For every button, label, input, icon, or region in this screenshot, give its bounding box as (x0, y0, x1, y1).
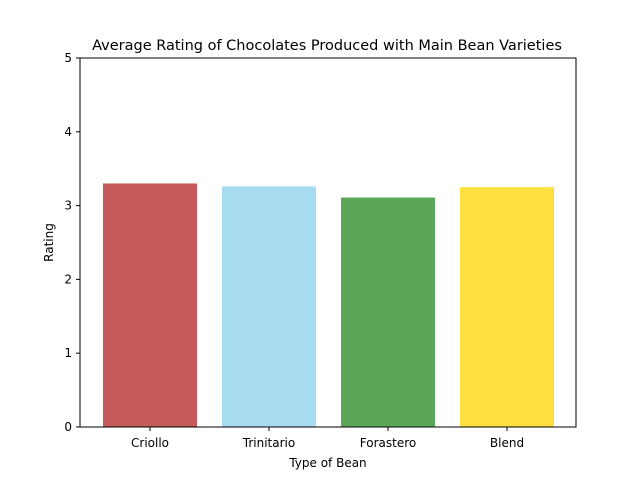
y-axis-label: Rating (42, 223, 56, 262)
bar-forastero (341, 197, 435, 427)
chart-title: Average Rating of Chocolates Produced wi… (92, 38, 562, 54)
bars-group (103, 183, 554, 427)
plot-frame (79, 57, 577, 428)
x-tick-label: Trinitario (242, 436, 295, 450)
y-tick-label: 3 (64, 199, 72, 213)
bar-criollo (103, 183, 197, 427)
x-tick-label: Forastero (360, 436, 416, 450)
y-tick-label: 2 (64, 272, 72, 286)
y-tick-label: 4 (64, 125, 72, 139)
x-tick-label: Criollo (131, 436, 169, 450)
x-tick-label: Blend (490, 436, 524, 450)
x-axis-label: Type of Bean (288, 456, 366, 470)
x-axis: Criollo Trinitario Forastero Blend (131, 427, 524, 450)
bar-blend (460, 187, 554, 427)
y-tick-label: 5 (64, 51, 72, 65)
y-tick-label: 0 (64, 420, 72, 434)
bar-trinitario (222, 186, 316, 427)
y-tick-label: 1 (64, 346, 72, 360)
y-axis: 0 1 2 3 4 5 (64, 51, 80, 434)
